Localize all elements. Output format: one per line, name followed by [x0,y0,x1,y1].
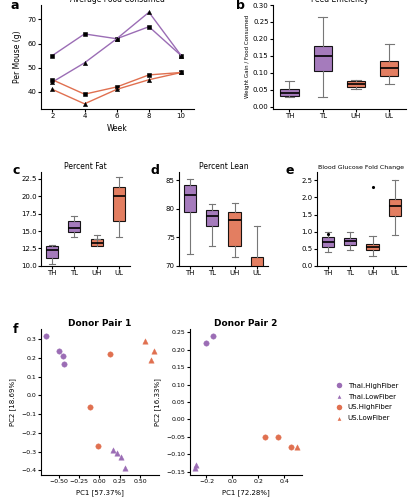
Point [59,352,66,360]
Y-axis label: PC2 [18.69%]: PC2 [18.69%] [9,378,16,426]
Text: d: d [150,164,159,177]
Text: b: b [235,0,244,12]
Point [43,332,49,340]
Point [274,433,280,441]
PathPatch shape [112,187,125,220]
Point [94,442,101,450]
Text: f: f [13,323,18,336]
PathPatch shape [379,61,398,76]
Title: Percent Lean: Percent Lean [198,162,248,171]
X-axis label: Week: Week [107,124,128,134]
PathPatch shape [321,237,333,247]
Point [150,346,157,354]
Point [147,356,153,364]
Title: Percent Fat: Percent Fat [64,162,107,171]
Y-axis label: Per Mouse (g): Per Mouse (g) [13,30,22,83]
X-axis label: PC1 [57.37%]: PC1 [57.37%] [76,490,124,496]
Point [118,453,124,461]
Legend: Thai.HighFiber, Thai.LowFiber, US.HighFiber, US.LowFiber: Thai.HighFiber, Thai.LowFiber, US.HighFi… [328,380,400,424]
Point [61,360,67,368]
Y-axis label: Weight Gain / Food Consumed: Weight Gain / Food Consumed [245,15,249,98]
Point [192,461,199,469]
PathPatch shape [228,212,240,246]
PathPatch shape [206,210,218,226]
PathPatch shape [346,82,364,87]
Point [287,444,293,452]
Title: Donor Pair 1: Donor Pair 1 [68,319,131,328]
Point [86,402,92,410]
PathPatch shape [46,246,58,258]
Point [122,464,128,472]
PathPatch shape [90,240,103,246]
PathPatch shape [388,199,400,216]
Point [114,450,120,458]
Point [293,444,300,452]
Point [110,446,116,454]
PathPatch shape [68,221,80,232]
Y-axis label: PC2 [16.33%]: PC2 [16.33%] [154,378,161,426]
PathPatch shape [343,238,355,246]
Point [209,332,216,340]
Title: Feed Efficiency: Feed Efficiency [310,0,367,4]
X-axis label: PC1 [72.28%]: PC1 [72.28%] [222,490,269,496]
Point [55,346,62,354]
PathPatch shape [280,90,298,96]
Point [106,350,113,358]
Point [261,433,267,441]
Title: Blood Glucose Fold Change: Blood Glucose Fold Change [318,165,403,170]
PathPatch shape [250,258,262,303]
PathPatch shape [184,185,196,212]
Text: e: e [285,164,294,177]
PathPatch shape [313,46,331,72]
Text: c: c [13,164,20,177]
PathPatch shape [366,244,378,250]
Title: Average Food Consumed: Average Food Consumed [70,0,164,4]
Text: a: a [10,0,19,12]
Title: Donor Pair 2: Donor Pair 2 [214,319,277,328]
Point [141,337,148,345]
Point [191,464,198,472]
Point [203,338,209,346]
